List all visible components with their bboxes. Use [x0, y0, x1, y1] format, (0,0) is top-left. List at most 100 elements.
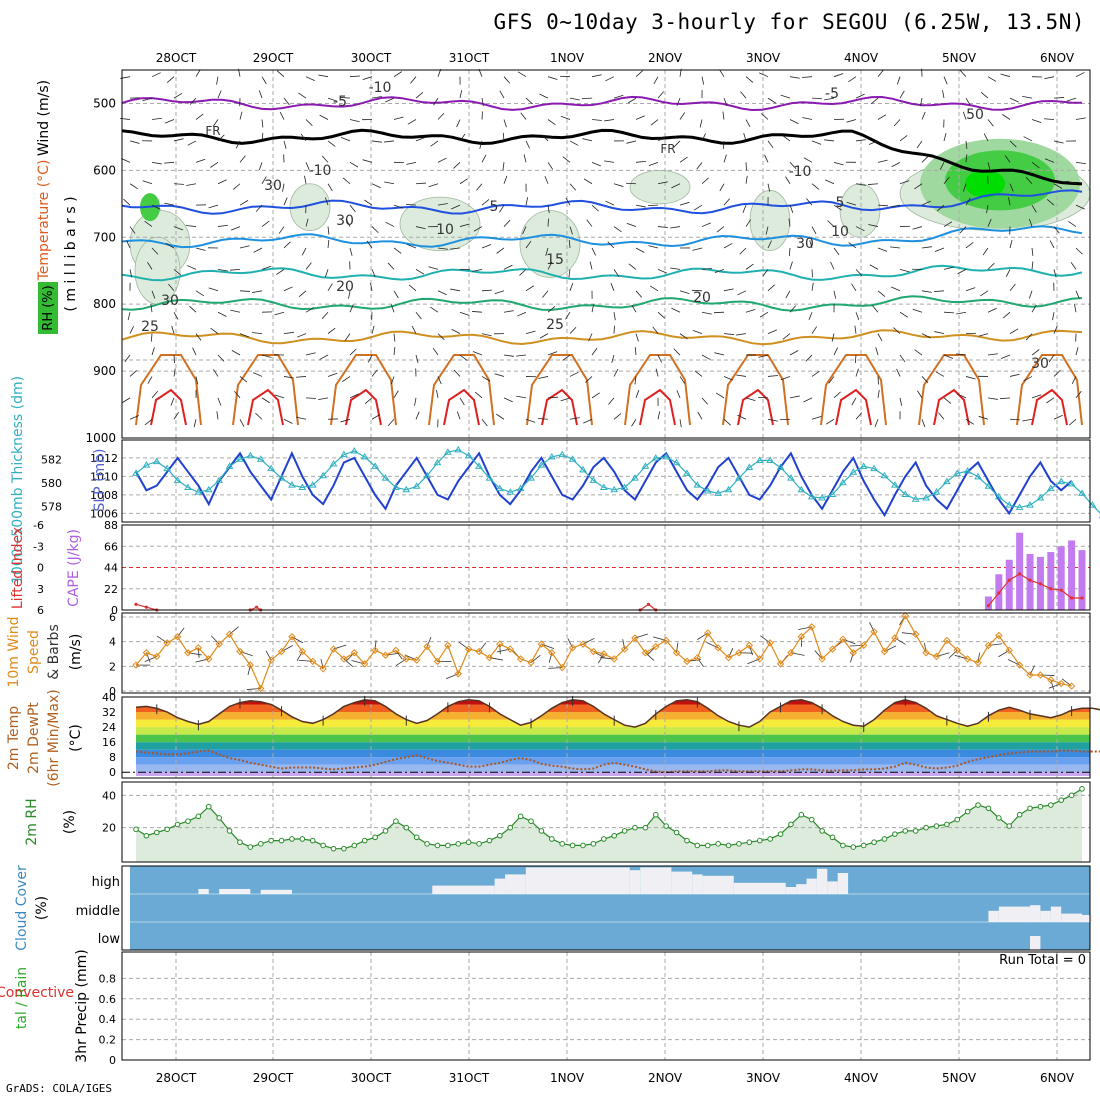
wind-barb [921, 290, 932, 293]
thickness-point [1046, 484, 1055, 492]
wind-barb [767, 97, 776, 104]
wind-barb [875, 347, 879, 356]
wind10m-point [859, 641, 868, 650]
wind-barb [481, 419, 488, 427]
rh2m-point [590, 841, 597, 847]
date-label-bottom: 4NOV [844, 1071, 879, 1085]
rh2m-point [601, 836, 607, 842]
wind10m-point [184, 649, 192, 657]
wind-barb [962, 111, 967, 120]
wind-barb [459, 223, 470, 227]
wind-barb [855, 312, 860, 321]
rh2m-tick: 40 [102, 789, 116, 802]
surface-isotherm [624, 354, 691, 426]
surface-isotherm-hot [835, 388, 872, 426]
wind10m-point [350, 649, 359, 657]
wind-barb [965, 287, 976, 292]
wind-barb [261, 176, 267, 184]
wind-barb [1028, 290, 1033, 299]
wind10m-point [288, 633, 296, 641]
wind-barb [634, 347, 637, 356]
rh2m-point [985, 805, 992, 812]
thickness-point [693, 481, 702, 488]
wind-barb [764, 154, 769, 163]
thickness-point [1067, 479, 1076, 487]
cloud-cell [702, 875, 734, 894]
wind-barb [173, 411, 180, 420]
wind-barb [1075, 347, 1079, 356]
wind10m-point [153, 652, 161, 661]
thickness-point [443, 448, 452, 455]
wind-barb [385, 221, 395, 227]
wind-barb [496, 413, 505, 420]
wind-barb [899, 90, 905, 99]
wind-barb [393, 204, 404, 209]
wind-barb [371, 414, 381, 420]
precip-axis-label: 3hr Precip (mm) [74, 949, 90, 1062]
temp-tick: 40 [102, 691, 116, 704]
rh2m-point [860, 842, 867, 849]
wind-barb [340, 137, 351, 142]
wind-barb [305, 119, 313, 126]
wind-barb [525, 418, 536, 423]
wind-barb [547, 396, 558, 399]
wind-barb [635, 247, 645, 253]
wind-barb [899, 354, 906, 363]
wind-barb [453, 162, 461, 169]
wind-barb [407, 119, 417, 125]
wind10m-point [558, 663, 566, 672]
rh2m-point [278, 837, 285, 844]
wind-barb [635, 70, 643, 77]
thickness-point [475, 462, 483, 469]
cloud-cell [1050, 906, 1062, 922]
rh2m-point [975, 802, 981, 808]
wind-barb [371, 183, 381, 189]
wind-barb [126, 240, 131, 249]
wind-barb [327, 183, 333, 192]
wind-barb [943, 311, 954, 314]
date-label-bottom: 5NOV [942, 1071, 977, 1085]
contour-label: 30 [796, 236, 814, 252]
wind-barb [1066, 180, 1077, 185]
rh2m-point [1037, 803, 1044, 810]
cloud-cell [219, 888, 251, 894]
wind-barb [503, 175, 508, 184]
thickness-point [308, 481, 317, 488]
wind-barb [406, 244, 417, 249]
wind10m-barb [426, 636, 432, 647]
wind-barb [743, 133, 747, 142]
wind-barb [406, 203, 417, 206]
wind10m-point [329, 645, 338, 653]
wind-barb [1053, 140, 1064, 144]
rh2m-label: 2m RH [24, 798, 40, 845]
date-label-top: 1NOV [550, 51, 585, 65]
wind10m-point [911, 630, 920, 638]
surface-isotherm-hot [737, 388, 774, 426]
wind-barb [701, 354, 711, 360]
wind-axis-label: Wind (m/s) [36, 80, 52, 156]
wind-barb [151, 290, 156, 299]
thickness-point [1005, 501, 1014, 508]
wind-barb [1075, 117, 1086, 120]
wind-barb [1053, 369, 1061, 377]
wind-barb [195, 113, 204, 120]
wind-barb [499, 204, 505, 213]
wind-barb [517, 71, 527, 78]
wind-barb [283, 241, 291, 249]
thickness-point [350, 447, 359, 454]
wind-barb [657, 269, 668, 274]
wind-barb [899, 180, 910, 185]
wind-barb [723, 154, 727, 163]
thickness-tick: 582 [41, 453, 62, 466]
wind-barb [189, 97, 197, 105]
date-label-top: 3NOV [746, 51, 781, 65]
thickness-tick: 580 [41, 477, 62, 490]
wind-barb [362, 76, 373, 81]
wind-barb [496, 247, 505, 254]
wind-barb [692, 329, 703, 334]
wind10m-point [641, 649, 650, 657]
wind10m-point [506, 645, 514, 653]
wind-barb [1002, 114, 1011, 120]
wind-barb [655, 368, 659, 377]
wind10m-point [225, 630, 234, 638]
